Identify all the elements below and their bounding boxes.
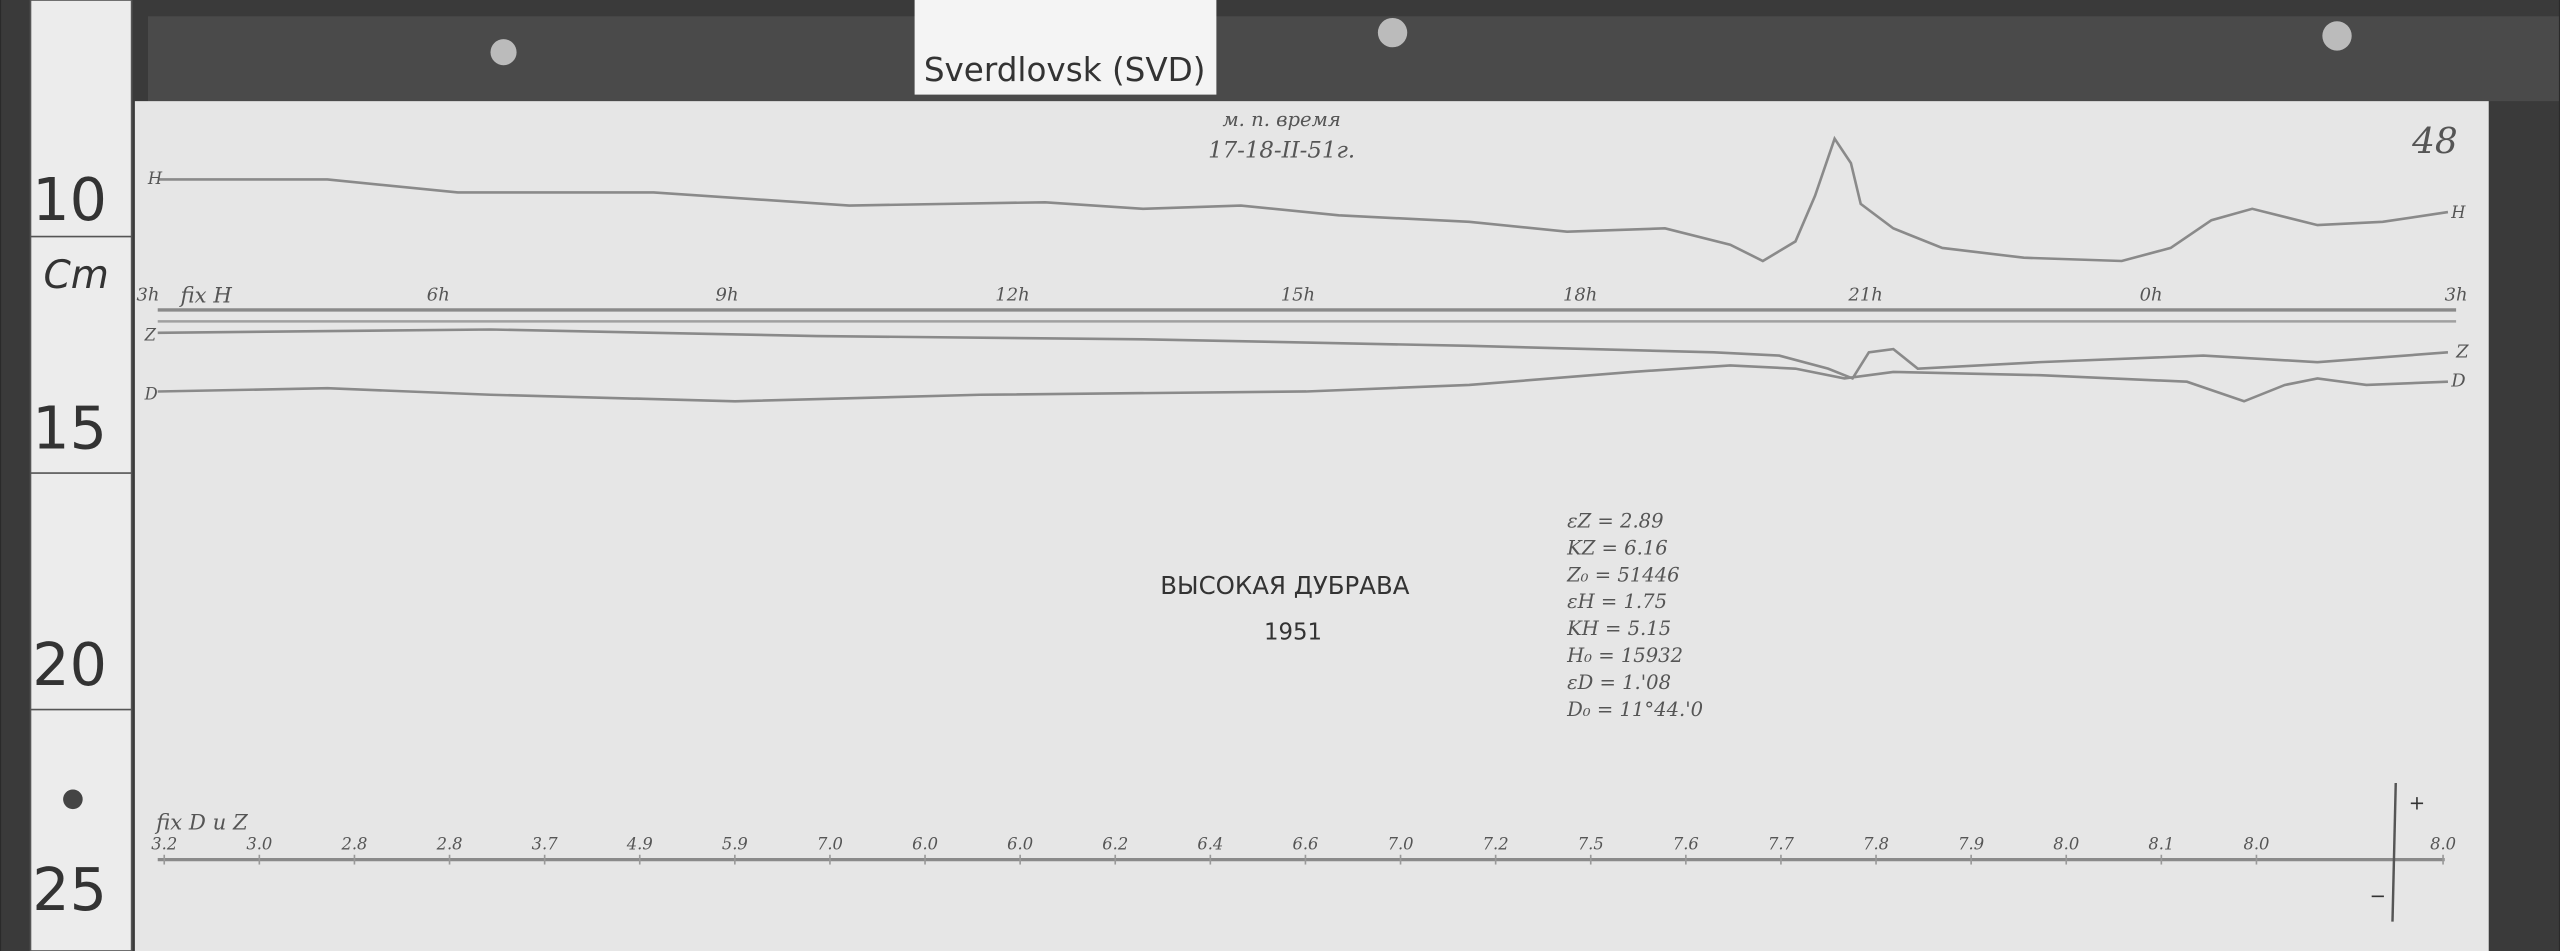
temperature-label: 8.1 <box>2148 834 2174 853</box>
parameter: D₀ = 11°44.'0 <box>1566 698 1703 721</box>
parameter: Z₀ = 51446 <box>1566 563 1680 586</box>
sheet-number: 48 <box>2411 121 2458 162</box>
parameter: KH = 5.15 <box>1566 617 1671 640</box>
temperature-label: 3.7 <box>532 834 559 853</box>
magnetogram-sheet <box>134 101 2489 951</box>
hour-label: 6h <box>427 284 450 305</box>
hour-label: 18h <box>1563 284 1597 305</box>
board-rail <box>147 16 2559 102</box>
ruler-hole <box>63 789 83 810</box>
temperature-label: 7.9 <box>1958 834 1984 853</box>
station-label-card <box>914 0 1217 95</box>
station-label: Sverdlovsk (SVD) <box>924 51 1206 89</box>
parameter: εH = 1.75 <box>1567 590 1667 613</box>
ruler-label: 10 <box>32 165 107 234</box>
temperature-label: 3.0 <box>246 834 272 853</box>
ruler-label: 25 <box>32 855 107 924</box>
screw <box>2322 21 2352 51</box>
temperature-label: 7.6 <box>1673 834 1699 853</box>
trace-label: H <box>2450 203 2466 222</box>
z-trace <box>157 328 2449 381</box>
trace-label: D <box>144 384 158 403</box>
scale-arrow <box>2391 782 2397 922</box>
parameters: εZ = 2.89 KZ = 6.16 Z₀ = 51446 εH = 1.75 KH … <box>1566 509 1703 720</box>
header-note: м. п. время <box>1222 108 1340 131</box>
hour-label: 9h <box>716 284 739 305</box>
temperature-label: 7.8 <box>1863 834 1889 853</box>
dz-fix-label: fix D и Z <box>154 809 249 834</box>
temperature-label: 6.2 <box>1102 834 1128 853</box>
temperature-label: 6.6 <box>1292 834 1318 853</box>
ruler-label: 15 <box>32 393 107 462</box>
hour-label: 15h <box>1281 284 1315 305</box>
ruler <box>29 0 133 951</box>
temperature-label: 7.5 <box>1578 834 1604 853</box>
temperature-label: 3.2 <box>151 834 177 853</box>
temperature-label: 8.0 <box>2243 834 2269 853</box>
hour-label: 12h <box>995 284 1029 305</box>
trace-label: Z <box>2455 341 2469 362</box>
temperature-label: 2.8 <box>340 834 367 853</box>
screw <box>490 39 517 66</box>
scale-plus: + <box>2409 792 2425 815</box>
temperature-label: 7.0 <box>817 834 843 853</box>
temperature-labels: 3.2 3.0 2.8 2.8 3.7 4.9 5.9 7.0 6.0 6.0 6.2 6.4 6.6 7… <box>151 834 2456 865</box>
d-trace <box>157 364 2449 403</box>
ruler-label: Cm <box>43 253 108 298</box>
temperature-label: 8.0 <box>2053 834 2079 853</box>
temperature-label: 7.0 <box>1388 834 1414 853</box>
temperature-label: 6.4 <box>1197 834 1223 853</box>
trace-label: Z <box>144 326 157 345</box>
hour-labels: 3h 6h 9h 12h 15h 18h 21h 0h 3h <box>136 284 2467 305</box>
screw <box>1377 17 1408 48</box>
observatory-name: ВЫСОКАЯ ДУБРАВА <box>1160 571 1410 600</box>
parameter: H₀ = 15932 <box>1566 644 1683 667</box>
trace-label: D <box>2450 371 2465 392</box>
temperature-label: 4.9 <box>626 834 653 853</box>
ruler-label: 20 <box>32 630 107 699</box>
year: 1951 <box>1264 619 1322 645</box>
parameter: εD = 1.'08 <box>1567 671 1671 694</box>
temperature-label: 6.0 <box>1007 834 1033 853</box>
temperature-label: 2.8 <box>436 834 463 853</box>
hour-label: 0h <box>2140 284 2163 305</box>
scale-minus: − <box>2370 885 2386 908</box>
temperature-label: 6.0 <box>912 834 938 853</box>
temperature-label: 8.0 <box>2430 834 2456 853</box>
temperature-label: 7.7 <box>1768 834 1795 853</box>
h-trace <box>157 135 2449 263</box>
parameter: εZ = 2.89 <box>1567 509 1663 532</box>
temperature-label: 5.9 <box>722 834 748 853</box>
parameter: KZ = 6.16 <box>1566 536 1668 559</box>
hour-label: 3h <box>2445 284 2468 305</box>
hour-label: 21h <box>1847 284 1882 305</box>
hour-label: 3h <box>136 284 159 305</box>
temperature-label: 7.2 <box>1483 834 1509 853</box>
date: 17-18-II-51г. <box>1208 138 1355 164</box>
h-fix-label: fix H <box>179 282 233 307</box>
trace-label: H <box>147 169 163 188</box>
